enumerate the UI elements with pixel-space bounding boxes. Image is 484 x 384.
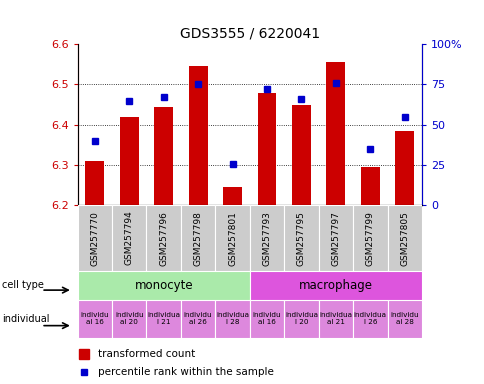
Bar: [85, 161, 104, 205]
Bar: [112, 205, 146, 271]
Bar: [387, 300, 421, 338]
Text: individua
l 28: individua l 28: [215, 312, 249, 325]
Bar: [181, 300, 215, 338]
Bar: [181, 205, 215, 271]
Text: individu
al 16: individu al 16: [80, 312, 109, 325]
Text: individu
al 20: individu al 20: [115, 312, 143, 325]
Text: individual: individual: [2, 314, 50, 324]
Text: individua
al 21: individua al 21: [318, 312, 352, 325]
Bar: [154, 107, 173, 205]
Bar: [188, 66, 207, 205]
Title: GDS3555 / 6220041: GDS3555 / 6220041: [180, 26, 319, 40]
Bar: [215, 300, 249, 338]
Bar: [352, 300, 387, 338]
Bar: [77, 271, 249, 300]
Text: individu
al 28: individu al 28: [390, 312, 418, 325]
Text: individu
al 16: individu al 16: [252, 312, 281, 325]
Text: individua
l 21: individua l 21: [147, 312, 180, 325]
Text: GSM257794: GSM257794: [124, 211, 134, 265]
Text: monocyte: monocyte: [134, 279, 193, 291]
Text: individu
al 26: individu al 26: [183, 312, 212, 325]
Bar: [146, 300, 181, 338]
Text: GSM257797: GSM257797: [331, 211, 340, 265]
Bar: [352, 205, 387, 271]
Bar: [249, 271, 421, 300]
Text: cell type: cell type: [2, 280, 44, 290]
Bar: [215, 205, 249, 271]
Bar: [77, 300, 112, 338]
Bar: [318, 205, 352, 271]
Bar: [249, 300, 284, 338]
Text: individua
l 26: individua l 26: [353, 312, 386, 325]
Text: GSM257799: GSM257799: [365, 211, 374, 265]
Text: GSM257798: GSM257798: [193, 211, 202, 265]
Text: GSM257805: GSM257805: [399, 211, 408, 265]
Bar: [112, 300, 146, 338]
Bar: [146, 205, 181, 271]
Bar: [387, 205, 421, 271]
Bar: [257, 93, 276, 205]
Bar: [77, 205, 112, 271]
Text: GSM257801: GSM257801: [227, 211, 237, 265]
Bar: [120, 117, 138, 205]
Text: GSM257770: GSM257770: [90, 211, 99, 265]
Text: GSM257796: GSM257796: [159, 211, 168, 265]
Bar: [284, 205, 318, 271]
Text: individua
l 20: individua l 20: [284, 312, 318, 325]
Bar: [394, 131, 413, 205]
Bar: [326, 62, 345, 205]
Bar: [284, 300, 318, 338]
Text: GSM257793: GSM257793: [262, 211, 271, 265]
Bar: [223, 187, 242, 205]
Text: percentile rank within the sample: percentile rank within the sample: [98, 367, 273, 377]
Bar: [291, 104, 310, 205]
Bar: [360, 167, 379, 205]
Text: macrophage: macrophage: [298, 279, 372, 291]
Text: GSM257795: GSM257795: [296, 211, 305, 265]
Bar: [249, 205, 284, 271]
Bar: [318, 300, 352, 338]
Text: transformed count: transformed count: [98, 349, 195, 359]
